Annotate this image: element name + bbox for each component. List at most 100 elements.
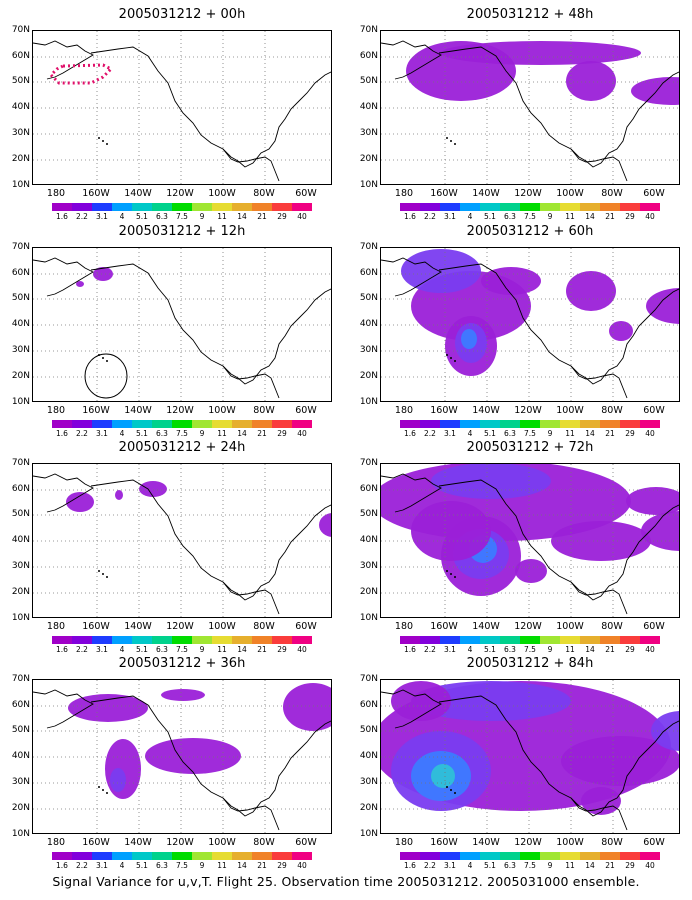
colorbar-label: 9: [199, 429, 205, 438]
variance-region: [319, 513, 331, 537]
variance-region: [110, 768, 126, 792]
x-tick-label: 100W: [208, 837, 236, 848]
colorbar-swatch: [500, 636, 520, 644]
colorbar-label: 21: [605, 861, 615, 870]
x-tick-label: 80W: [601, 837, 623, 848]
x-tick-label: 100W: [208, 621, 236, 632]
colorbar-label: 1.6: [404, 212, 416, 221]
x-tick-label: 180: [394, 188, 414, 199]
colorbar: [52, 203, 312, 211]
colorbar-label: 3.1: [96, 861, 108, 870]
colorbar-swatch: [640, 420, 660, 428]
variance-region: [566, 61, 616, 101]
x-tick-label: 140W: [124, 405, 152, 416]
coastline: [381, 689, 442, 729]
colorbar-label: 11: [565, 212, 575, 221]
colorbar-swatch: [212, 636, 232, 644]
colorbar-label: 40: [645, 212, 655, 221]
x-tick-label: 120W: [514, 621, 542, 632]
variance-region: [139, 481, 167, 497]
y-tick-label: 60N: [359, 484, 378, 494]
colorbar-swatch: [500, 852, 520, 860]
variance-region: [461, 329, 477, 349]
island: [446, 786, 448, 788]
colorbar-swatch: [72, 203, 92, 211]
colorbar-label: 40: [297, 429, 307, 438]
y-tick-label: 40N: [11, 319, 30, 329]
y-tick-label: 20N: [359, 587, 378, 597]
colorbar-label: 1.6: [404, 645, 416, 654]
contour-circle: [84, 353, 128, 399]
y-tick-label: 20N: [359, 371, 378, 381]
y-tick-label: 60N: [11, 268, 30, 278]
map-layer: [33, 464, 331, 617]
coastline: [381, 473, 442, 513]
colorbar-label: 4: [467, 212, 473, 221]
colorbar-swatch: [192, 852, 212, 860]
colorbar-label: 14: [237, 861, 247, 870]
colorbar-swatch: [520, 852, 540, 860]
x-tick-label: 180: [46, 188, 66, 199]
colorbar-swatch: [52, 636, 72, 644]
colorbar-swatch: [620, 852, 640, 860]
colorbar-swatch: [400, 203, 420, 211]
colorbar-label: 7.5: [176, 645, 188, 654]
colorbar-label: 5.1: [484, 212, 496, 221]
colorbar-label: 7.5: [176, 212, 188, 221]
x-tick-label: 60W: [643, 405, 665, 416]
colorbar-swatch: [620, 636, 640, 644]
colorbar-swatch: [500, 420, 520, 428]
colorbar-swatch: [400, 636, 420, 644]
colorbar-swatch: [400, 420, 420, 428]
y-tick-label: 40N: [11, 102, 30, 112]
colorbar-swatch: [92, 852, 112, 860]
x-tick-label: 180: [46, 405, 66, 416]
coastline: [438, 479, 679, 601]
colorbar-swatch: [72, 636, 92, 644]
y-tick-label: 10N: [359, 180, 378, 190]
colorbar-swatch: [52, 420, 72, 428]
colorbar-swatch: [540, 203, 560, 211]
x-tick-label: 100W: [556, 188, 584, 199]
y-tick-label: 70N: [11, 674, 30, 684]
x-tick-label: 120W: [514, 188, 542, 199]
colorbar-swatch: [420, 203, 440, 211]
colorbar-swatch: [172, 636, 192, 644]
colorbar-swatch: [92, 203, 112, 211]
x-tick-label: 160W: [430, 405, 458, 416]
coastline: [90, 479, 331, 601]
colorbar-swatch: [212, 852, 232, 860]
x-tick-label: 80W: [253, 837, 275, 848]
x-tick-label: 140W: [472, 188, 500, 199]
colorbar-label: 6.3: [504, 861, 516, 870]
island: [446, 570, 448, 572]
colorbar-swatch: [212, 203, 232, 211]
island: [102, 573, 104, 575]
colorbar-swatch: [420, 636, 440, 644]
colorbar-swatch: [252, 420, 272, 428]
x-tick-label: 140W: [472, 405, 500, 416]
colorbar-swatch: [600, 852, 620, 860]
x-tick-label: 60W: [295, 188, 317, 199]
colorbar: [400, 203, 660, 211]
colorbar-label: 5.1: [484, 861, 496, 870]
coastline: [90, 46, 331, 168]
colorbar-label: 11: [217, 645, 227, 654]
colorbar-label: 9: [547, 645, 553, 654]
island: [450, 789, 452, 791]
variance-region: [481, 267, 541, 295]
x-tick-label: 140W: [124, 621, 152, 632]
y-tick-label: 70N: [359, 25, 378, 35]
x-tick-label: 80W: [601, 621, 623, 632]
colorbar-swatch: [292, 636, 312, 644]
colorbar-label: 29: [625, 429, 635, 438]
x-tick-label: 100W: [208, 405, 236, 416]
panel: 2005031212 + 12h 70N 60N 50N 40N 30N 20N 10N 180…: [12, 225, 332, 441]
island: [106, 360, 108, 362]
map-plot: [380, 30, 680, 185]
y-tick-label: 30N: [11, 128, 30, 138]
variance-region: [411, 501, 491, 561]
colorbar-swatch: [640, 203, 660, 211]
colorbar-label: 3.1: [444, 429, 456, 438]
x-tick-label: 140W: [472, 837, 500, 848]
